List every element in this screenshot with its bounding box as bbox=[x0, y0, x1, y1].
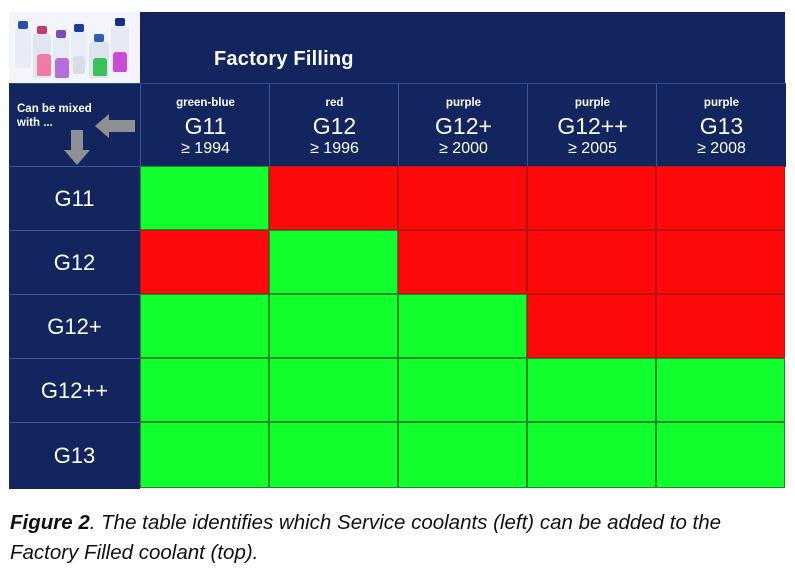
compat-cell-r1-c1 bbox=[140, 166, 269, 230]
figure-caption: Figure 2. The table identifies which Ser… bbox=[10, 508, 790, 568]
compat-cell-r4-c2 bbox=[269, 358, 398, 422]
column-header-color: green-blue bbox=[176, 97, 235, 109]
column-header-3: purple G12+ ≥ 2000 bbox=[398, 83, 528, 167]
compat-cell-r5-c4 bbox=[527, 422, 656, 488]
compat-cell-r4-c3 bbox=[398, 358, 527, 422]
row-header-3: G12+ bbox=[9, 294, 140, 359]
compat-cell-r5-c5 bbox=[656, 422, 785, 488]
compat-cell-r2-c5 bbox=[656, 230, 785, 294]
mix-label: Can be mixed with ... bbox=[17, 103, 92, 129]
compat-cell-r3-c5 bbox=[656, 294, 785, 358]
column-header-year: ≥ 1996 bbox=[310, 140, 359, 157]
compat-cell-r5-c3 bbox=[398, 422, 527, 488]
column-header-year: ≥ 2008 bbox=[697, 140, 746, 157]
compat-cell-r2-c2 bbox=[269, 230, 398, 294]
compat-cell-r2-c4 bbox=[527, 230, 656, 294]
compat-cell-r5-c2 bbox=[269, 422, 398, 488]
column-header-color: purple bbox=[445, 97, 482, 109]
column-header-code: G12++ bbox=[557, 113, 628, 139]
row-header-2: G12 bbox=[9, 230, 140, 295]
compat-cell-r3-c3 bbox=[398, 294, 527, 358]
mix-corner-cell: Can be mixed with ... bbox=[9, 83, 140, 167]
column-header-code: G12+ bbox=[435, 113, 492, 139]
arrow-down-icon bbox=[64, 130, 90, 165]
column-header-year: ≥ 1994 bbox=[181, 140, 230, 157]
compat-cell-r1-c3 bbox=[398, 166, 527, 230]
compat-cell-r1-c4 bbox=[527, 166, 656, 230]
column-header-code: G13 bbox=[699, 113, 744, 139]
figure-caption-text: . The table identifies which Service coo… bbox=[10, 511, 722, 564]
column-header-color: purple bbox=[574, 97, 611, 109]
column-header-4: purple G12++ ≥ 2005 bbox=[527, 83, 657, 167]
compat-cell-r2-c3 bbox=[398, 230, 527, 294]
column-header-2: red G12 ≥ 1996 bbox=[269, 83, 399, 167]
column-header-color: purple bbox=[703, 97, 740, 109]
compat-cell-r4-c4 bbox=[527, 358, 656, 422]
factory-filling-title: Factory Filling bbox=[214, 48, 354, 70]
compat-cell-r5-c1 bbox=[140, 422, 269, 488]
column-header-code: G11 bbox=[184, 113, 227, 139]
compat-cell-r2-c1 bbox=[140, 230, 269, 294]
compat-cell-r1-c2 bbox=[269, 166, 398, 230]
column-header-code: G12 bbox=[312, 113, 357, 139]
column-header-5: purple G13 ≥ 2008 bbox=[656, 83, 786, 167]
arrow-left-icon bbox=[95, 114, 135, 138]
compat-cell-r3-c2 bbox=[269, 294, 398, 358]
column-header-year: ≥ 2000 bbox=[439, 140, 488, 157]
figure-caption-label: Figure 2 bbox=[10, 511, 90, 534]
coolant-bottles-image bbox=[9, 12, 140, 83]
compat-cell-r4-c5 bbox=[656, 358, 785, 422]
column-header-year: ≥ 2005 bbox=[568, 140, 617, 157]
factory-filling-header bbox=[140, 12, 785, 83]
row-header-4: G12++ bbox=[9, 358, 140, 423]
compat-cell-r4-c1 bbox=[140, 358, 269, 422]
column-header-1: green-blue G11 ≥ 1994 bbox=[140, 83, 270, 167]
compat-cell-r1-c5 bbox=[656, 166, 785, 230]
row-header-5: G13 bbox=[9, 422, 140, 489]
compat-cell-r3-c4 bbox=[527, 294, 656, 358]
compat-cell-r3-c1 bbox=[140, 294, 269, 358]
row-header-1: G11 bbox=[9, 166, 140, 231]
coolant-compatibility-figure: Factory Filling Can be mixed with ... gr… bbox=[9, 12, 786, 489]
column-header-color: red bbox=[325, 97, 344, 109]
